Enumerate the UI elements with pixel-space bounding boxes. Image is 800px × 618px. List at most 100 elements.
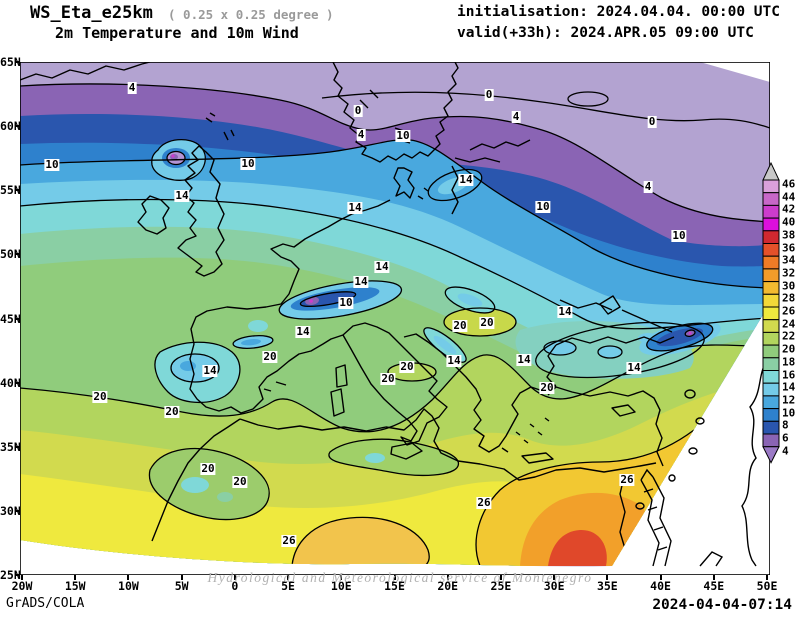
contour-label: 14 — [516, 353, 532, 366]
contour-label: 20 — [399, 360, 415, 373]
legend-below-min-arrow — [762, 446, 780, 464]
contour-label: 14 — [347, 201, 363, 214]
legend-value-label: 8 — [782, 418, 789, 432]
legend-value-label: 14 — [782, 380, 796, 394]
x-axis-tick — [74, 575, 77, 580]
legend-value-label: 12 — [782, 393, 796, 407]
y-axis-label: 50N — [0, 247, 21, 262]
x-axis-label: 10E — [330, 579, 352, 593]
contour-label: 20 — [539, 381, 555, 394]
x-axis-tick — [553, 575, 556, 580]
y-axis-label: 60N — [0, 119, 21, 134]
legend-value-label: 36 — [782, 241, 796, 254]
legend-color-segment — [762, 268, 780, 283]
legend-color-segment — [762, 204, 780, 219]
legend-color-segment — [762, 192, 780, 206]
legend-value-label: 34 — [782, 253, 796, 267]
legend-color-segment — [762, 319, 780, 333]
legend-value-label: 16 — [782, 368, 796, 381]
y-axis-label: 45N — [0, 311, 21, 326]
y-axis-tick — [15, 574, 20, 576]
legend-color-segment — [762, 293, 780, 308]
contour-label: 0 — [647, 115, 657, 128]
x-axis-tick — [340, 575, 343, 580]
y-axis-tick — [15, 125, 20, 128]
legend-color-segment — [762, 255, 780, 270]
x-axis-tick — [659, 575, 662, 580]
initialisation-time: initialisation: 2024.04.04. 00:00 UTC — [457, 4, 781, 20]
contour-label: 14 — [446, 354, 462, 367]
y-axis-tick — [15, 381, 20, 384]
y-axis-tick — [15, 61, 20, 63]
legend-color-segment — [762, 408, 780, 422]
legend-color-segment — [762, 382, 780, 397]
x-axis-tick — [446, 575, 449, 580]
contour-label: 10 — [671, 229, 687, 242]
legend-color-segment — [762, 370, 780, 384]
x-axis-label: 0 — [231, 579, 239, 593]
legend-color-segment — [762, 179, 780, 194]
contour-label: 20 — [262, 350, 278, 363]
watermark: Hydrological and Meteorological service … — [207, 570, 593, 585]
contour-label: 20 — [380, 372, 396, 385]
contour-label: 14 — [557, 305, 573, 318]
y-axis-label: 30N — [0, 503, 21, 518]
legend-value-label: 10 — [782, 406, 796, 420]
legend-color-segment — [762, 344, 780, 359]
contour-label: 0 — [484, 88, 494, 101]
legend-color-segment — [762, 331, 780, 346]
x-axis-tick — [499, 575, 502, 580]
y-axis-tick — [15, 189, 20, 192]
y-axis-label: 40N — [0, 375, 21, 390]
legend-value-label: 24 — [782, 317, 796, 331]
grads-credit: GrADS/COLA — [6, 596, 85, 611]
legend-value-label: 40 — [782, 215, 796, 229]
x-axis-tick — [766, 575, 768, 580]
contour-label: 20 — [92, 390, 108, 403]
legend-value-label: 42 — [782, 202, 796, 216]
legend-color-segment — [762, 420, 780, 435]
legend-value-label: 18 — [782, 355, 796, 369]
contour-label: 26 — [619, 473, 635, 486]
contour-label: 26 — [281, 534, 297, 547]
y-axis-label: 65N — [0, 55, 21, 69]
contour-label: 10 — [395, 129, 411, 142]
contour-label: 4 — [356, 128, 366, 141]
contour-label: 20 — [200, 462, 216, 475]
legend-value-label: 32 — [782, 266, 796, 280]
valid-time: valid(+33h): 2024.APR.05 09:00 UTC — [457, 25, 754, 41]
contour-label: 14 — [295, 325, 311, 338]
x-axis-tick — [21, 575, 23, 580]
legend-color-segment — [762, 306, 780, 321]
model-name: WS_Eta_e25km — [30, 3, 153, 23]
x-axis-label: 20W — [11, 579, 33, 593]
contour-label: 10 — [44, 158, 60, 171]
y-axis-tick — [15, 317, 20, 320]
contour-label: 14 — [374, 260, 390, 273]
contour-label: 4 — [511, 110, 521, 123]
x-axis-label: 40E — [650, 579, 671, 593]
contour-label: 4 — [127, 81, 137, 94]
legend-value-label: 6 — [782, 431, 789, 445]
x-axis-label: 45E — [703, 579, 725, 593]
grid-resolution: ( 0.25 x 0.25 degree ) — [168, 7, 334, 22]
contour-label: 26 — [476, 496, 492, 509]
x-axis-tick — [287, 575, 290, 580]
page-title: 2m Temperature and 10m Wind — [55, 24, 299, 42]
x-axis-tick — [712, 575, 715, 580]
x-axis-label: 15W — [64, 579, 86, 593]
legend-above-max-arrow — [762, 161, 780, 181]
legend-color-segment — [762, 281, 780, 295]
x-axis-label: 30E — [543, 579, 565, 593]
legend-value-label: 44 — [782, 190, 796, 204]
x-axis-label: 10W — [118, 579, 139, 593]
creation-timestamp: 2024-04-04-07:14 — [652, 597, 792, 613]
contour-label: 20 — [452, 319, 468, 332]
x-axis-tick — [127, 575, 130, 580]
contour-label: 4 — [643, 180, 653, 193]
legend-color-segment — [762, 243, 780, 257]
x-axis-tick — [233, 575, 236, 580]
legend-value-label: 28 — [782, 291, 796, 305]
x-axis-label: 25E — [490, 579, 512, 593]
